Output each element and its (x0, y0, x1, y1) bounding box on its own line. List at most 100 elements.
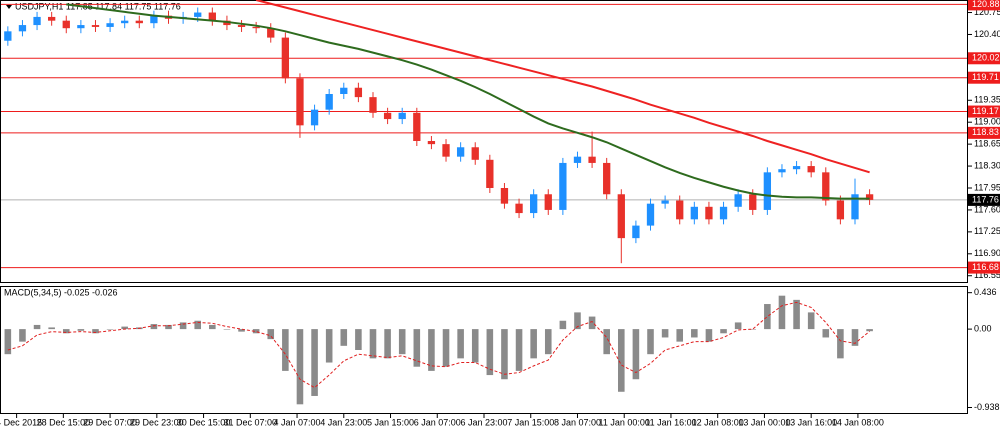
macd-bar (325, 329, 333, 363)
macd-bar (471, 329, 479, 363)
candle-body (544, 194, 552, 210)
macd-bar (19, 329, 26, 342)
x-tick-label: 24 Dec 2015 (0, 417, 42, 427)
candle-body (500, 188, 509, 204)
candle-body (836, 200, 845, 220)
candle-body (18, 25, 27, 32)
macd-bar (618, 329, 625, 392)
candle-body (778, 169, 786, 173)
candle-body (413, 112, 421, 141)
macd-bar (544, 329, 552, 355)
candle-body (33, 16, 41, 26)
candle-body (456, 147, 465, 157)
candle-body (121, 20, 129, 24)
candle-body (588, 156, 596, 163)
macd-bar (194, 320, 202, 330)
candle-body (310, 109, 319, 126)
macd-bar (442, 329, 450, 367)
candle-body (427, 141, 436, 145)
candle-body (792, 166, 801, 170)
macd-bar (296, 329, 304, 405)
candle-body (135, 20, 143, 24)
candle-body (865, 194, 874, 200)
macd-bar (866, 329, 873, 332)
candle-body (749, 194, 757, 210)
macd-bar (501, 329, 508, 380)
macd-bar (778, 295, 786, 330)
candle-body (705, 206, 713, 220)
level-box (968, 105, 1000, 118)
macd-bar (603, 329, 610, 355)
x-tick-label: 11 Jan 16:00 (645, 417, 696, 427)
macd-bar (837, 329, 844, 359)
candle-body (471, 147, 479, 160)
x-tick-label: 13 Jan 16:00 (785, 417, 837, 427)
macd-bar (121, 326, 128, 330)
macd-bar (647, 329, 654, 355)
macd-bar (252, 329, 260, 334)
macd-bar (720, 329, 727, 334)
candle-body (252, 26, 260, 29)
candle-body (690, 206, 698, 220)
candle-body (369, 97, 377, 113)
x-tick-label: 12 Jan 08:00 (692, 417, 744, 427)
candle-body (851, 194, 859, 220)
x-tick-label: 7 Jan 15:00 (507, 417, 554, 427)
macd-bar (851, 329, 859, 346)
x-tick-label: 8 Jan 07:00 (554, 417, 601, 427)
macd-bar (661, 329, 669, 338)
macd-bar (209, 324, 216, 330)
candle-body (632, 225, 640, 239)
y-tick-label: 119.35 (974, 95, 1000, 105)
y-tick-label: 120.75 (974, 7, 1000, 17)
macd-bar (807, 312, 815, 330)
candle-body (267, 28, 275, 38)
candle-body (486, 159, 494, 188)
candle-body (208, 12, 216, 21)
macd-bar (311, 329, 318, 396)
candle-body (719, 206, 728, 220)
level-label: 119.71 (972, 72, 999, 82)
candle-body (237, 25, 246, 27)
macd-bar (4, 329, 12, 355)
macd-bar (764, 304, 771, 330)
candle-body (354, 87, 363, 98)
x-tick-label: 29 Dec 07:00 (83, 417, 137, 427)
macd-bar (106, 329, 114, 330)
macd-bar (574, 312, 581, 330)
x-tick-label: 30 Dec 15:00 (177, 417, 231, 427)
x-tick-label: 14 Jan 08:00 (832, 417, 884, 427)
level-label: 120.88 (972, 0, 1000, 9)
candle-body (822, 172, 830, 201)
macd-bar (559, 320, 567, 330)
level-box (968, 71, 1000, 84)
level-label: 120.02 (972, 53, 1000, 63)
main-panel (0, 0, 968, 283)
candle-body (573, 156, 582, 163)
macd-bar (793, 299, 800, 330)
candle-body (281, 37, 290, 79)
macd-bar (33, 324, 41, 330)
y-tick-label: 117.95 (974, 182, 1000, 192)
level-label: 116.68 (972, 262, 999, 272)
candle-body (194, 12, 202, 17)
x-tick-label: 6 Jan 23:00 (460, 417, 507, 427)
macd-bar (691, 329, 698, 338)
x-tick-label: 5 Jan 15:00 (367, 417, 414, 427)
macd-bar (355, 329, 362, 350)
signal-line (7, 301, 870, 389)
y-tick-label: 117.60 (974, 204, 1000, 214)
candle-body (383, 112, 392, 120)
last-price-label: 117.76 (972, 194, 999, 204)
candle-body (559, 162, 567, 210)
macd-bar (340, 329, 348, 346)
macd-bar (92, 329, 99, 334)
macd-bar (428, 329, 435, 371)
candle-body (530, 194, 538, 214)
level-box (968, 126, 1000, 139)
level-label: 118.83 (972, 127, 999, 137)
candle-body (398, 112, 406, 120)
candle-body (807, 166, 815, 173)
candle-body (661, 200, 669, 204)
x-tick-label: 28 Dec 15:00 (37, 417, 91, 427)
